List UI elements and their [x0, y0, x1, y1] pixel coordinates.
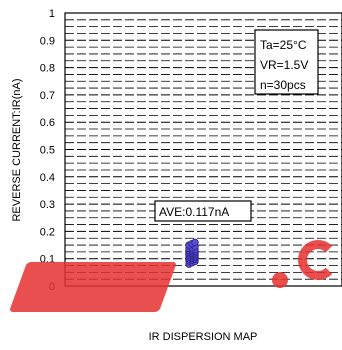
y-tick-label: 0.3	[40, 199, 55, 211]
y-tick-label: 0.5	[40, 145, 55, 157]
average-box: AVE:0.117nA	[154, 200, 252, 222]
y-tick-label: 0.8	[40, 63, 55, 75]
data-points	[185, 238, 199, 268]
condition-sample-count: n=30pcs	[260, 78, 306, 92]
y-tick-label: 0.9	[40, 35, 55, 47]
y-axis-title: REVERSE CURRENT:IR(nA)	[11, 78, 23, 221]
y-tick-label: 0.7	[40, 90, 55, 102]
condition-temperature: Ta=25°C	[260, 38, 307, 52]
y-tick-label: 0.6	[40, 117, 55, 129]
y-tick-label: 0.4	[40, 172, 55, 184]
average-label: AVE:0.117nA	[159, 205, 229, 219]
data-point	[191, 238, 199, 247]
watermark-shape-c	[298, 240, 338, 280]
condition-voltage: VR=1.5V	[260, 58, 308, 72]
y-tick-label: 1	[49, 8, 55, 20]
conditions-box: Ta=25°C VR=1.5V n=30pcs	[254, 29, 319, 95]
plot-frame	[64, 12, 342, 287]
watermark-shape-left	[8, 262, 178, 312]
x-axis-title: IR DISPERSION MAP	[149, 331, 258, 343]
y-tick-labels: 00.10.20.30.40.50.60.70.80.91	[40, 8, 55, 293]
y-tick-label: 0.2	[40, 226, 55, 238]
watermark-shape-dot	[272, 272, 288, 288]
